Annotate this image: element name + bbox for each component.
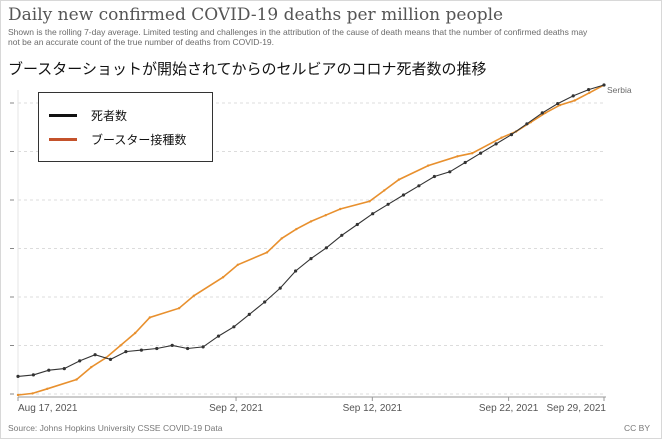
data-point (339, 207, 342, 211)
data-point (309, 257, 313, 261)
data-point (427, 164, 430, 167)
data-point (134, 331, 137, 335)
data-point (573, 99, 576, 102)
license-link[interactable]: CC BY (624, 423, 650, 433)
x-tick-label: Sep 12, 2021 (343, 403, 403, 414)
data-point (471, 152, 474, 155)
data-point (247, 312, 251, 316)
x-axis: Aug 17, 2021 Sep 2, 2021 Sep 12, 2021 Sep 2… (17, 396, 607, 414)
data-point (170, 343, 174, 347)
data-point (177, 307, 181, 310)
data-point (124, 350, 128, 354)
data-point (201, 345, 205, 349)
data-point (355, 222, 359, 227)
data-point (417, 184, 421, 188)
data-point (75, 378, 78, 381)
data-point (340, 233, 344, 237)
legend-label-deaths: 死者数 (91, 108, 128, 123)
data-point (556, 102, 560, 106)
data-point (148, 316, 151, 319)
data-point (31, 373, 35, 377)
x-tick-label: Sep 22, 2021 (479, 403, 539, 414)
data-point (571, 94, 575, 98)
legend: 死者数 ブースター接種数 (38, 92, 213, 162)
chart-title: Daily new confirmed COVID-19 deaths per … (8, 5, 504, 25)
data-point (139, 348, 143, 352)
source-note: Source: Johns Hopkins University CSSE CO… (8, 423, 223, 433)
data-point (221, 276, 225, 279)
series-layer (16, 83, 606, 397)
data-point (236, 263, 239, 266)
data-point (62, 367, 66, 371)
legend-item-boosters: ブースター接種数 (49, 129, 186, 149)
data-point (78, 359, 82, 363)
data-point (186, 346, 190, 351)
data-point (588, 91, 591, 95)
data-point (324, 246, 328, 250)
data-point (448, 170, 452, 174)
data-point (383, 189, 386, 192)
data-point (119, 344, 122, 347)
series-deaths (16, 83, 606, 378)
data-point (324, 214, 327, 217)
data-point (386, 202, 390, 206)
legend-swatch-boosters (49, 137, 77, 141)
x-tick-label: Sep 29, 2021 (547, 403, 607, 414)
y-tick-marks (10, 102, 14, 395)
data-point (368, 200, 371, 203)
data-point (280, 237, 283, 240)
data-point (463, 160, 467, 165)
data-point (265, 251, 269, 254)
data-point (16, 393, 20, 397)
data-point (216, 334, 221, 338)
data-point (93, 353, 97, 357)
data-point (155, 346, 159, 351)
legend-swatch-deaths (49, 113, 77, 117)
data-point (46, 387, 49, 390)
legend-item-deaths: 死者数 (49, 105, 127, 125)
data-point (90, 365, 93, 369)
data-point (525, 122, 529, 126)
data-point (540, 111, 544, 115)
data-point (432, 174, 436, 179)
data-point (397, 178, 401, 181)
x-tick-label: Aug 17, 2021 (18, 403, 78, 414)
jp-annotation-heading: ブースターショットが開始されてからのセルビアのコロナ死者数の推移 (8, 60, 487, 78)
data-point (401, 193, 406, 197)
data-point (31, 392, 34, 395)
data-point (295, 227, 298, 231)
data-point (47, 368, 51, 372)
data-point (192, 294, 195, 297)
data-point (232, 325, 236, 329)
x-tick-label: Sep 2, 2021 (209, 403, 263, 414)
data-point (456, 155, 459, 158)
data-point (602, 83, 606, 87)
legend-label-boosters: ブースター接種数 (91, 132, 187, 147)
data-point (371, 212, 375, 216)
data-point (544, 111, 547, 115)
data-point (494, 142, 498, 146)
chart-subtitle: Shown is the rolling 7-day average. Limi… (8, 27, 588, 47)
data-point (16, 374, 20, 378)
data-point (294, 269, 298, 273)
data-point (500, 136, 503, 139)
series-end-label: Serbia (607, 85, 632, 95)
series-boosters (16, 83, 606, 397)
data-point (509, 133, 514, 137)
data-point (263, 300, 267, 304)
data-point (309, 220, 313, 223)
data-point (587, 88, 591, 92)
data-point (479, 151, 483, 155)
data-point (108, 357, 113, 361)
data-point (278, 286, 282, 290)
data-point (558, 103, 562, 107)
